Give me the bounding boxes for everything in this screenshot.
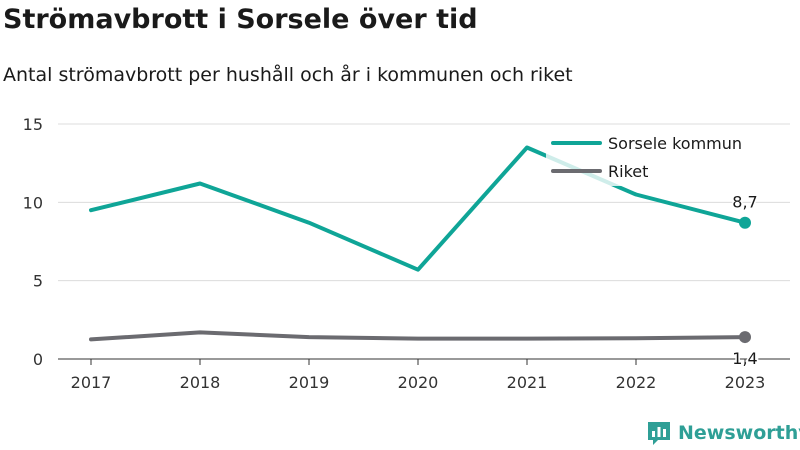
x-tick-label: 2020	[398, 373, 439, 392]
legend-backdrop	[546, 128, 766, 186]
series-line-sorsele	[89, 145, 747, 272]
legend-label: Riket	[608, 162, 648, 181]
line-chart: 0 5 10 15 Sorsele kommun Riket 8,7 1,4 2017 20…	[23, 115, 790, 392]
data-label: 8,7	[732, 193, 757, 212]
x-tick-label: 2022	[616, 373, 657, 392]
series-line-riket	[89, 330, 747, 342]
chart-subtitle: Antal strömavbrott per hushåll och år i …	[3, 64, 573, 86]
data-label: 1,4	[732, 349, 757, 368]
series-endpoint-riket	[739, 331, 751, 344]
x-tick-label: 2017	[71, 373, 112, 392]
y-tick-label: 0	[33, 350, 43, 369]
x-tick-label: 2021	[507, 373, 548, 392]
x-tick-label: 2023	[725, 373, 766, 392]
brand-name: Newsworthy	[678, 422, 800, 444]
x-tick-label: 2018	[180, 373, 221, 392]
legend-label: Sorsele kommun	[608, 134, 742, 153]
y-tick-label: 10	[23, 193, 43, 212]
brand: Newsworthy	[646, 420, 800, 446]
newsworthy-logo-icon	[648, 422, 670, 445]
y-tick-label: 15	[23, 115, 43, 134]
y-tick-label: 5	[33, 272, 43, 291]
x-tick-label: 2019	[289, 373, 330, 392]
series-endpoint-sorsele	[739, 216, 751, 229]
chart-title: Strömavbrott i Sorsele över tid	[3, 4, 478, 35]
